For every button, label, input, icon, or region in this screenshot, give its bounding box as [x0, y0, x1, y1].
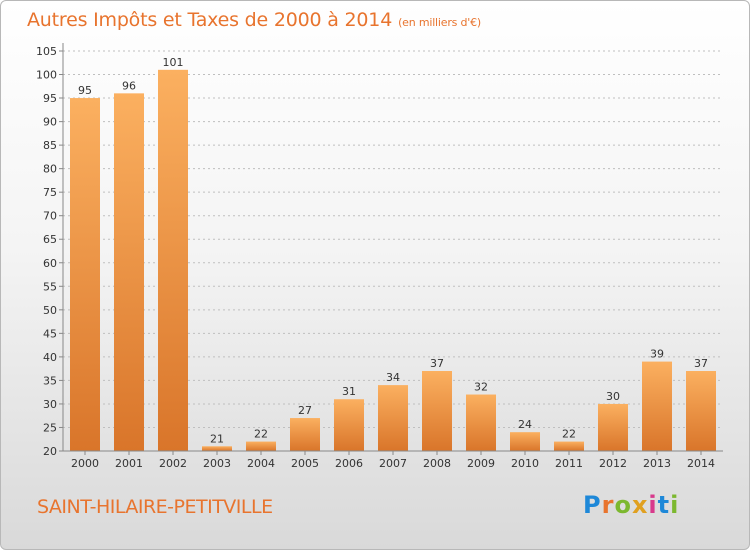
bar-value-label: 101 [163, 56, 184, 69]
bar-value-label: 95 [78, 84, 92, 97]
bar-value-label: 24 [518, 418, 532, 431]
logo-letter: o [614, 491, 632, 519]
bar-2004 [246, 441, 276, 451]
bar-value-label: 37 [430, 357, 444, 370]
bar-2009 [466, 394, 496, 451]
x-tick-label: 2014 [687, 457, 715, 470]
bar-2014 [686, 371, 716, 451]
bar-value-label: 27 [298, 404, 312, 417]
bar-value-label: 34 [386, 371, 400, 384]
x-tick-label: 2002 [159, 457, 187, 470]
bar-2007 [378, 385, 408, 451]
y-tick-label: 30 [43, 398, 57, 411]
bar-value-label: 30 [606, 390, 620, 403]
y-tick-label: 35 [43, 374, 57, 387]
y-tick-label: 70 [43, 210, 57, 223]
chart-subtitle: (en milliers d'€) [398, 16, 481, 29]
bar-value-label: 96 [122, 79, 136, 92]
y-tick-label: 40 [43, 351, 57, 364]
x-tick-label: 2003 [203, 457, 231, 470]
bar-value-label: 31 [342, 385, 356, 398]
x-tick-label: 2004 [247, 457, 275, 470]
y-tick-label: 95 [43, 92, 57, 105]
x-tick-label: 2008 [423, 457, 451, 470]
bar-2013 [642, 361, 672, 451]
chart-title: Autres Impôts et Taxes de 2000 à 2014 (en… [27, 9, 481, 31]
bar-2000 [70, 98, 100, 451]
logo-letter: P [583, 491, 602, 519]
bar-value-label: 32 [474, 381, 488, 394]
x-tick-label: 2011 [555, 457, 583, 470]
axes: 20 25 30 35 40 45 50 55 60 65 70 75 80 85 90 95 100 105 20… [36, 43, 723, 470]
logo-letter: x [631, 491, 649, 519]
y-tick-label: 105 [36, 45, 57, 58]
y-tick-label: 25 [43, 421, 57, 434]
x-tick-label: 2005 [291, 457, 319, 470]
y-tick-label: 100 [36, 69, 57, 82]
y-tick-label: 90 [43, 116, 57, 129]
proxiti-logo: Proxiti [583, 491, 679, 519]
logo-letter: i [670, 491, 680, 519]
bar-2012 [598, 403, 628, 451]
bar-2003 [202, 446, 232, 451]
x-tick-label: 2007 [379, 457, 407, 470]
bar-2008 [422, 371, 452, 451]
x-tick-label: 2009 [467, 457, 495, 470]
x-tick-label: 2013 [643, 457, 671, 470]
bar-2006 [334, 399, 364, 451]
logo-letter: t [657, 491, 671, 519]
y-tick-label: 50 [43, 304, 57, 317]
chart-title-text: Autres Impôts et Taxes de 2000 à 2014 [27, 9, 393, 31]
x-tick-label: 2012 [599, 457, 627, 470]
bar-value-label: 22 [254, 428, 268, 441]
bar-2001 [114, 93, 144, 452]
y-tick-label: 55 [43, 280, 57, 293]
y-tick-label: 60 [43, 257, 57, 270]
bar-value-label: 21 [210, 432, 224, 445]
x-tick-label: 2000 [71, 457, 99, 470]
bar-2011 [554, 441, 584, 451]
y-tick-label: 85 [43, 139, 57, 152]
bar-2010 [510, 432, 540, 451]
y-tick-label: 80 [43, 163, 57, 176]
bar-2005 [290, 418, 320, 451]
bar-value-label: 22 [562, 428, 576, 441]
bar-value-label: 39 [650, 348, 664, 361]
y-tick-label: 75 [43, 186, 57, 199]
commune-name: SAINT-HILAIRE-PETITVILLE [37, 496, 273, 518]
bar-value-label: 37 [694, 357, 708, 370]
logo-letter: r [601, 491, 615, 519]
logo-letter: i [648, 491, 658, 519]
x-tick-label: 2006 [335, 457, 363, 470]
bar-2002 [158, 69, 188, 451]
y-tick-label: 20 [43, 445, 57, 458]
bars: 95 96 101 21 22 27 31 34 37 32 24 22 30 39 37 [70, 56, 716, 452]
y-tick-label: 45 [43, 327, 57, 340]
x-tick-label: 2010 [511, 457, 539, 470]
x-tick-label: 2001 [115, 457, 143, 470]
y-tick-label: 65 [43, 233, 57, 246]
